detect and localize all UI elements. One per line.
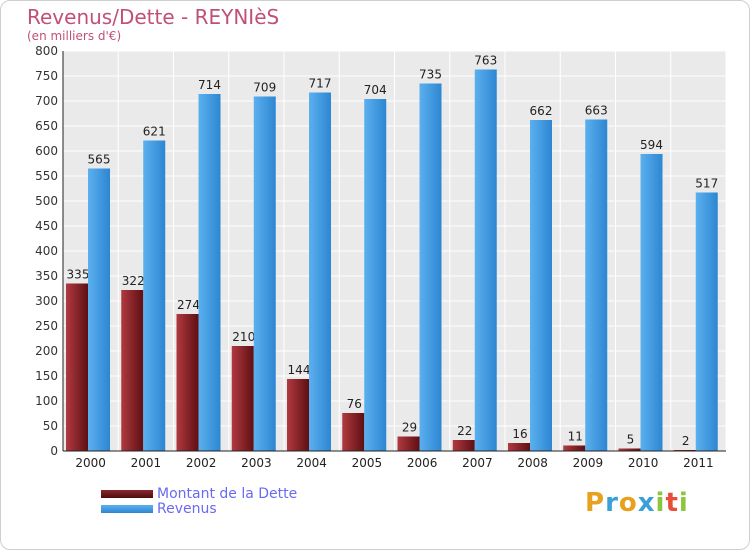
data-label-revenue: 714 [198, 78, 221, 92]
y-tick-label: 100 [35, 394, 58, 408]
logo-letter: P [585, 488, 606, 518]
bar-revenue [695, 192, 718, 451]
data-label-revenue: 735 [419, 68, 442, 82]
logo-letter: o [618, 488, 638, 518]
data-label-revenue: 663 [585, 104, 608, 118]
bar-debt [563, 445, 586, 451]
data-label-debt: 210 [232, 330, 255, 344]
bar-debt [66, 283, 88, 451]
bar-debt [121, 290, 144, 451]
bar-revenue [585, 119, 608, 451]
bar-debt [287, 379, 309, 451]
bar-revenue [88, 168, 110, 451]
bar-debt [397, 436, 420, 451]
x-tick-label: 2004 [296, 456, 327, 470]
y-tick-label: 150 [35, 369, 58, 383]
x-tick-label: 2010 [628, 456, 659, 470]
y-tick-label: 550 [35, 169, 58, 183]
data-label-revenue: 717 [309, 77, 332, 91]
data-label-debt: 2 [682, 434, 690, 448]
data-label-debt: 22 [457, 424, 472, 438]
y-tick-label: 600 [35, 144, 58, 158]
data-label-revenue: 763 [474, 54, 497, 68]
bar-revenue [198, 94, 221, 451]
bar-debt [176, 314, 199, 451]
data-label-revenue: 621 [143, 125, 166, 139]
y-tick-label: 300 [35, 294, 58, 308]
bar-revenue [309, 92, 331, 451]
bar-debt [231, 346, 254, 451]
x-tick-label: 2011 [683, 456, 714, 470]
y-tick-label: 650 [35, 119, 58, 133]
y-tick-label: 250 [35, 319, 58, 333]
logo-letter: x [637, 488, 656, 518]
bar-revenue [640, 154, 663, 451]
data-label-revenue: 594 [640, 138, 663, 152]
data-label-debt: 76 [347, 397, 362, 411]
bar-debt [452, 440, 475, 451]
data-label-debt: 11 [568, 430, 583, 444]
logo-letter: r [605, 488, 619, 518]
data-label-debt: 16 [512, 427, 527, 441]
bar-debt [508, 443, 530, 451]
chart-subtitle: (en milliers d'€) [27, 29, 122, 43]
y-tick-label: 500 [35, 194, 58, 208]
y-tick-label: 200 [35, 344, 58, 358]
bar-revenue [530, 120, 552, 451]
data-label-debt: 29 [402, 421, 417, 435]
x-tick-label: 2008 [517, 456, 548, 470]
x-tick-label: 2006 [407, 456, 438, 470]
data-label-debt: 144 [288, 363, 311, 377]
x-tick-label: 2005 [352, 456, 383, 470]
data-label-revenue: 704 [364, 83, 387, 97]
x-tick-label: 2007 [462, 456, 493, 470]
data-label-revenue: 565 [88, 153, 111, 167]
bar-revenue [419, 83, 442, 451]
data-label-debt: 5 [627, 433, 635, 447]
data-label-debt: 322 [122, 274, 145, 288]
y-tick-label: 450 [35, 219, 58, 233]
bar-debt [618, 448, 641, 451]
bar-revenue [143, 140, 166, 451]
legend-label-debt: Montant de la Dette [157, 486, 298, 502]
bar-revenue [474, 69, 497, 451]
y-tick-label: 0 [50, 444, 58, 458]
legend-swatch-debt [101, 490, 153, 498]
data-label-revenue: 662 [530, 104, 553, 118]
logo-letter: i [678, 488, 689, 518]
x-tick-label: 2001 [131, 456, 162, 470]
legend-label-revenue: Revenus [157, 501, 217, 517]
data-label-revenue: 517 [695, 177, 718, 191]
proxiti-logo: Proxiti [585, 488, 689, 518]
y-tick-label: 350 [35, 269, 58, 283]
data-label-debt: 274 [177, 298, 200, 312]
y-tick-label: 700 [35, 94, 58, 108]
x-tick-label: 2009 [573, 456, 604, 470]
legend-swatch-revenue [101, 505, 153, 513]
x-tick-label: 2003 [241, 456, 272, 470]
data-label-debt: 335 [67, 268, 90, 282]
bar-debt [342, 413, 365, 451]
y-tick-label: 750 [35, 69, 58, 83]
x-tick-label: 2002 [186, 456, 217, 470]
logo-letter: t [665, 488, 679, 518]
y-tick-label: 50 [43, 419, 58, 433]
data-label-revenue: 709 [253, 81, 276, 95]
y-tick-label: 800 [35, 44, 58, 58]
x-tick-label: 2000 [75, 456, 106, 470]
y-tick-label: 400 [35, 244, 58, 258]
bar-revenue [253, 96, 276, 451]
bar-revenue [364, 99, 387, 451]
logo-letter: i [655, 488, 666, 518]
chart-title: Revenus/Dette - REYNIèS [27, 5, 280, 29]
